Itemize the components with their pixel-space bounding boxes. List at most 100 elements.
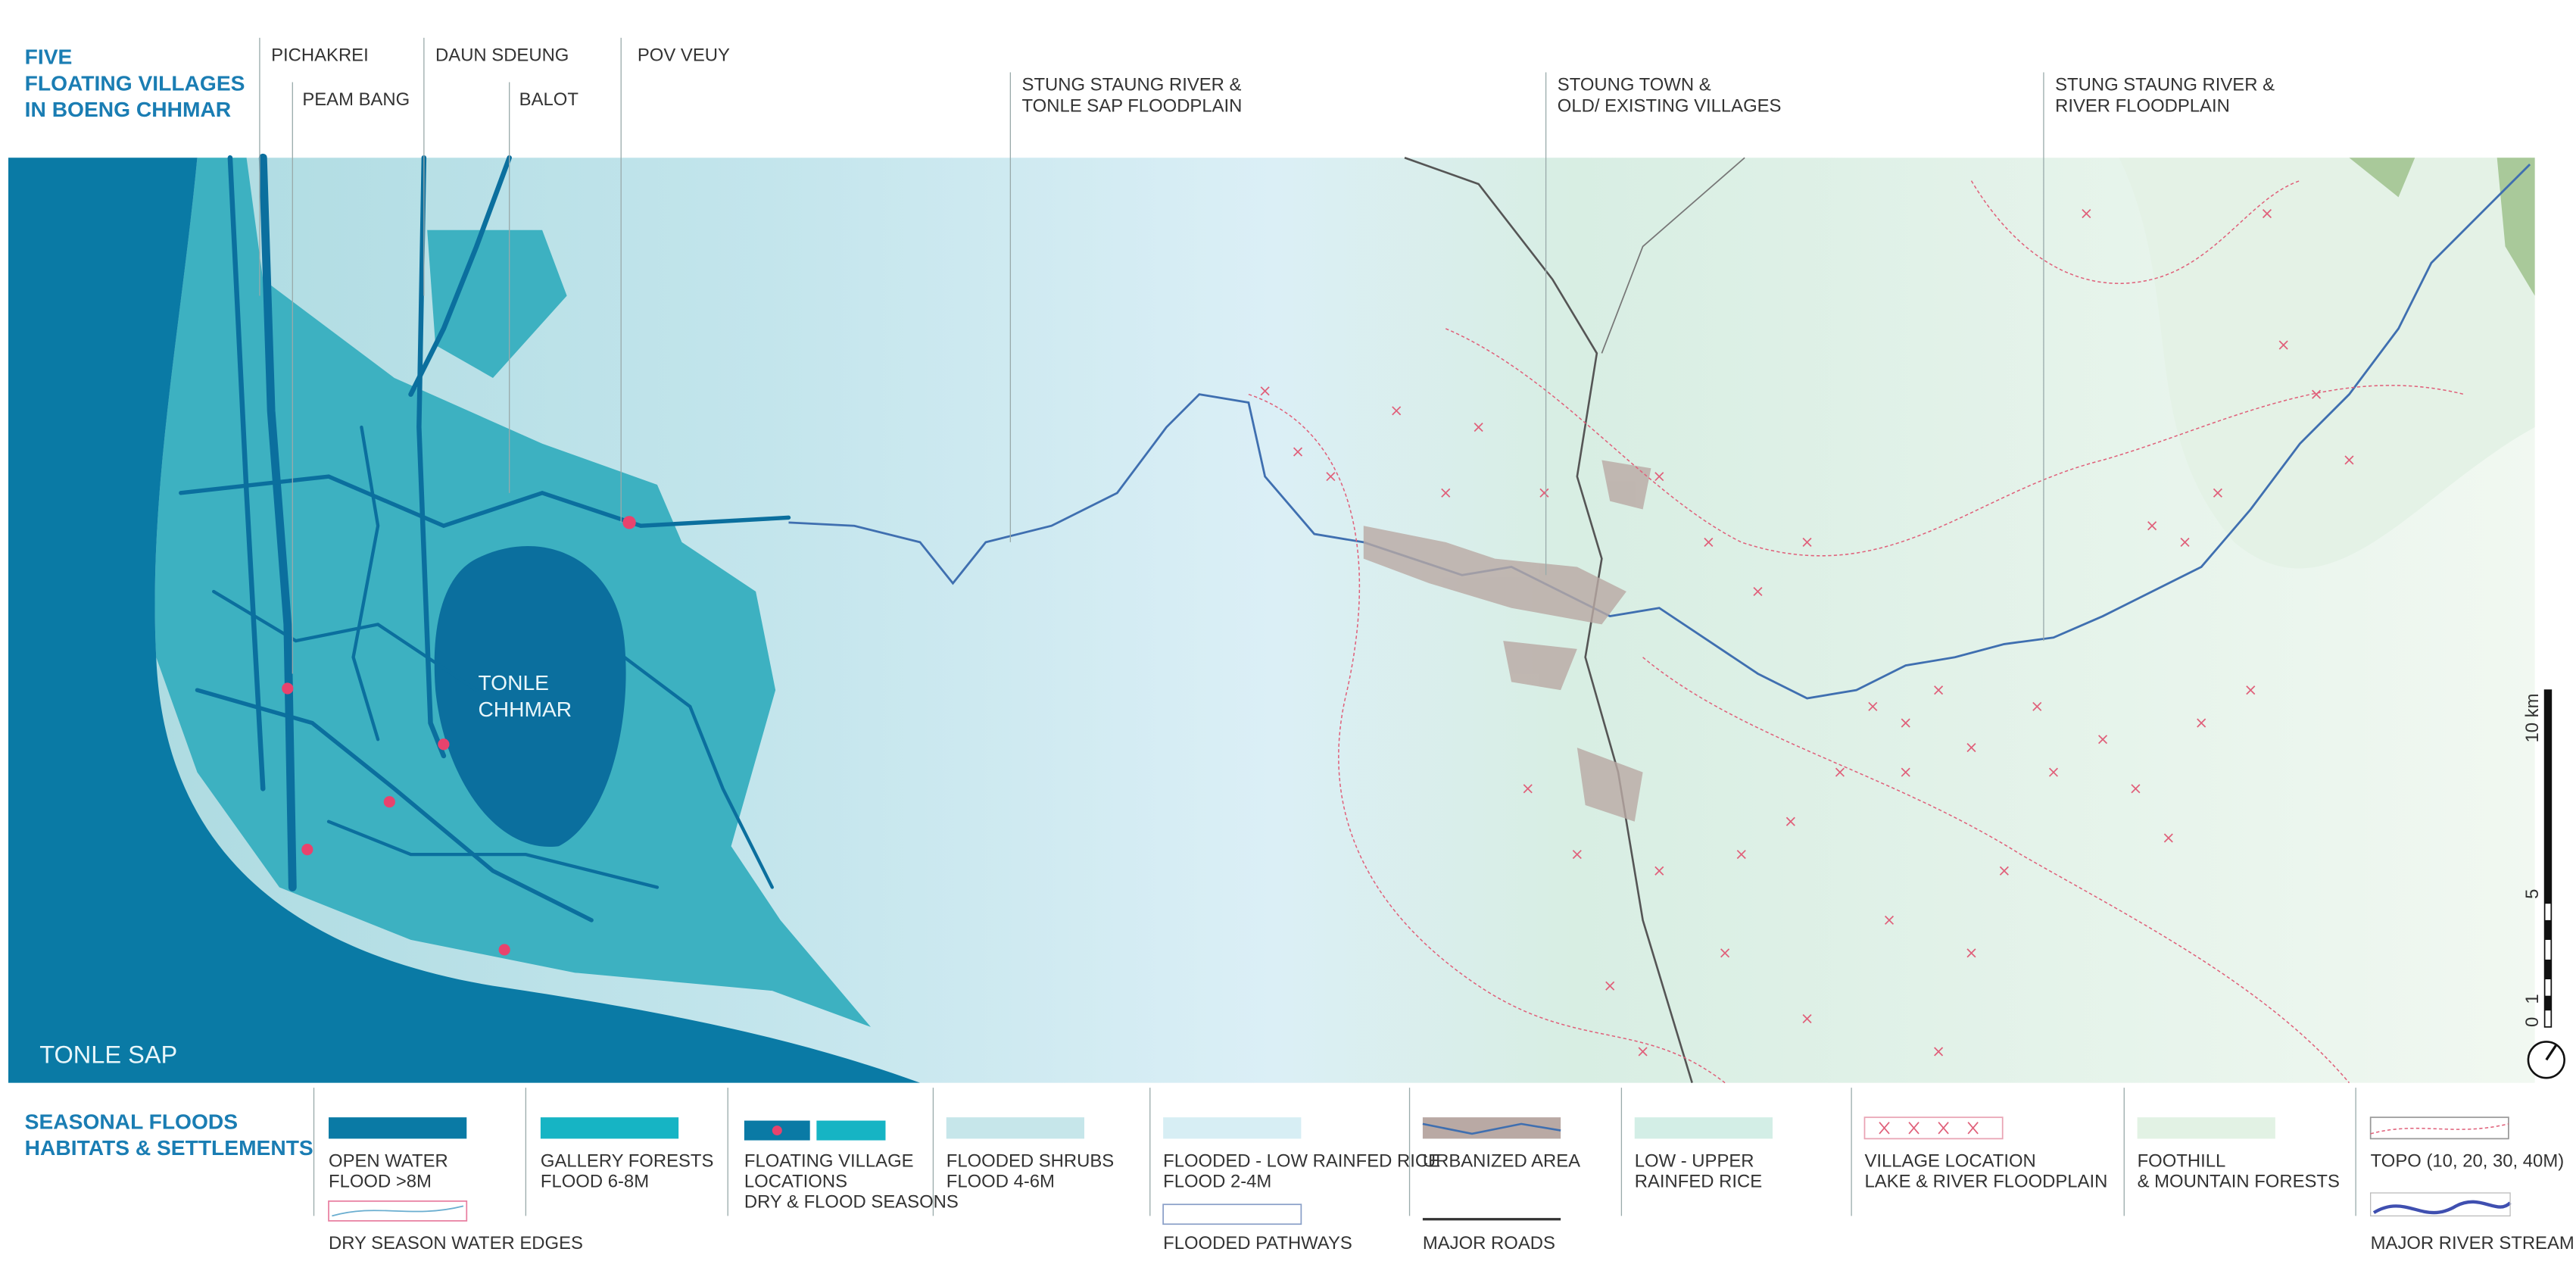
village-mark bbox=[1901, 718, 1910, 728]
major-road bbox=[1404, 157, 1693, 1084]
legend-swatch bbox=[1879, 1122, 1890, 1135]
legend-label: FLOODED SHRUBS bbox=[947, 1150, 1114, 1171]
village-mark bbox=[1868, 701, 1878, 711]
village-mark bbox=[2147, 521, 2157, 531]
village-mark bbox=[1704, 537, 1714, 547]
village-mark bbox=[1605, 981, 1615, 991]
road bbox=[1601, 157, 1745, 354]
village-mark bbox=[1654, 472, 1664, 482]
legend-label: TOPO (10, 20, 30, 40M) bbox=[2371, 1150, 2565, 1171]
legend-swatch bbox=[540, 1117, 679, 1139]
village-mark bbox=[1736, 850, 1746, 860]
village-label: PEAM BANG bbox=[302, 89, 410, 110]
village-mark bbox=[1720, 948, 1730, 958]
scale-label: 1 bbox=[2522, 994, 2543, 1004]
legend-swatch bbox=[1634, 1117, 1773, 1139]
legend-label: & MOUNTAIN FORESTS bbox=[2138, 1171, 2340, 1191]
village-mark bbox=[2163, 833, 2173, 843]
village-mark bbox=[1539, 488, 1549, 498]
major-river bbox=[788, 163, 2531, 700]
village-mark bbox=[1835, 767, 1845, 777]
village-mark bbox=[2032, 701, 2042, 711]
village-mark bbox=[1934, 685, 1944, 695]
forest-area bbox=[2119, 158, 2535, 569]
title-line: FLOATING VILLAGES bbox=[25, 70, 245, 95]
village-mark bbox=[2048, 767, 2059, 777]
legend-swatch bbox=[1908, 1122, 1920, 1135]
village-mark bbox=[2180, 537, 2190, 547]
village-label: DAUN SDEUNG bbox=[435, 45, 569, 65]
village-mark bbox=[1441, 488, 1451, 498]
water-label: TONLE SAP bbox=[39, 1041, 177, 1069]
legend-swatch bbox=[1422, 1122, 1561, 1135]
village-mark bbox=[1966, 743, 1976, 753]
legend-swatch bbox=[1938, 1122, 1949, 1135]
topo-lines bbox=[1248, 180, 2465, 1084]
open-water bbox=[8, 158, 921, 1083]
legend-label: MAJOR RIVER STREAM bbox=[2371, 1233, 2574, 1253]
village-label: POV VEUY bbox=[638, 45, 730, 65]
village-marks bbox=[1260, 208, 2354, 1057]
village-mark bbox=[1802, 1014, 1812, 1024]
scale-label: 5 bbox=[2522, 889, 2543, 899]
village-mark bbox=[1884, 915, 1895, 925]
channels bbox=[179, 153, 791, 923]
legend-label: FLOOD 6-8M bbox=[541, 1171, 649, 1191]
legend-swatch bbox=[2137, 1117, 2275, 1139]
village-mark bbox=[1392, 406, 1402, 416]
village-mark bbox=[1802, 537, 1812, 547]
legend-label: OPEN WATER bbox=[329, 1150, 448, 1171]
village-mark bbox=[2312, 389, 2322, 399]
village-mark bbox=[1326, 472, 1336, 482]
legend-swatch bbox=[1967, 1122, 1979, 1135]
village-mark bbox=[2344, 455, 2354, 465]
village-label: BALOT bbox=[519, 89, 579, 110]
legend-label: LOCATIONS bbox=[744, 1171, 847, 1191]
legend-label: MAJOR ROADS bbox=[1423, 1233, 1555, 1253]
legend-swatch bbox=[1163, 1117, 1302, 1139]
village-mark bbox=[2278, 340, 2288, 350]
village-mark bbox=[1260, 386, 1270, 396]
village-mark bbox=[1654, 866, 1664, 876]
title-line: FIVE bbox=[25, 45, 73, 69]
lake-label: CHHMAR bbox=[478, 697, 572, 721]
legend-title: SEASONAL FLOODS bbox=[25, 1109, 238, 1133]
urban-areas bbox=[1363, 460, 1651, 822]
scale-label: 0 bbox=[2522, 1017, 2543, 1027]
region-label: STOUNG TOWN & bbox=[1558, 74, 1711, 95]
village-mark bbox=[1293, 447, 1303, 457]
legend-label: URBANIZED AREA bbox=[1423, 1150, 1580, 1171]
legend-label: FLOOD 2-4M bbox=[1163, 1171, 1271, 1191]
village-mark bbox=[2246, 685, 2256, 695]
village-mark bbox=[1966, 948, 1976, 958]
lake-label: TONLE bbox=[478, 670, 548, 695]
floating-villages bbox=[282, 516, 636, 956]
village-mark bbox=[1901, 767, 1910, 777]
region-label: STUNG STAUNG RIVER & bbox=[2055, 74, 2275, 95]
map: TONLE CHHMAR TONLE SAP bbox=[8, 153, 2535, 1084]
village-mark bbox=[1572, 850, 1582, 860]
scale-bar: 10 km 5 1 0 bbox=[2522, 689, 2565, 1079]
legend-label: FLOOD 4-6M bbox=[947, 1171, 1055, 1191]
region-label: TONLE SAP FLOODPLAIN bbox=[1022, 96, 1243, 117]
legend-label: DRY SEASON WATER EDGES bbox=[329, 1233, 583, 1253]
legend-title: HABITATS & SETTLEMENTS bbox=[25, 1135, 313, 1160]
legend-label: FLOODED PATHWAYS bbox=[1163, 1233, 1352, 1253]
legend-label: LAKE & RIVER FLOODPLAIN bbox=[1864, 1171, 2107, 1191]
legend-label: DRY & FLOOD SEASONS bbox=[744, 1192, 959, 1213]
village-mark bbox=[1999, 866, 2009, 876]
legend-label: FLOODED - LOW RAINFED RICE bbox=[1163, 1150, 1440, 1171]
legend-swatch bbox=[946, 1117, 1084, 1139]
legend-swatch bbox=[1863, 1116, 2004, 1140]
legend-swatch bbox=[2370, 1192, 2511, 1217]
legend-swatch bbox=[2370, 1123, 2509, 1135]
region-label: RIVER FLOODPLAIN bbox=[2055, 96, 2230, 117]
legend-swatch bbox=[2372, 1200, 2512, 1215]
village-mark bbox=[2098, 735, 2108, 745]
legend-label: FOOTHILL bbox=[2138, 1150, 2226, 1171]
village-mark bbox=[2197, 718, 2206, 728]
